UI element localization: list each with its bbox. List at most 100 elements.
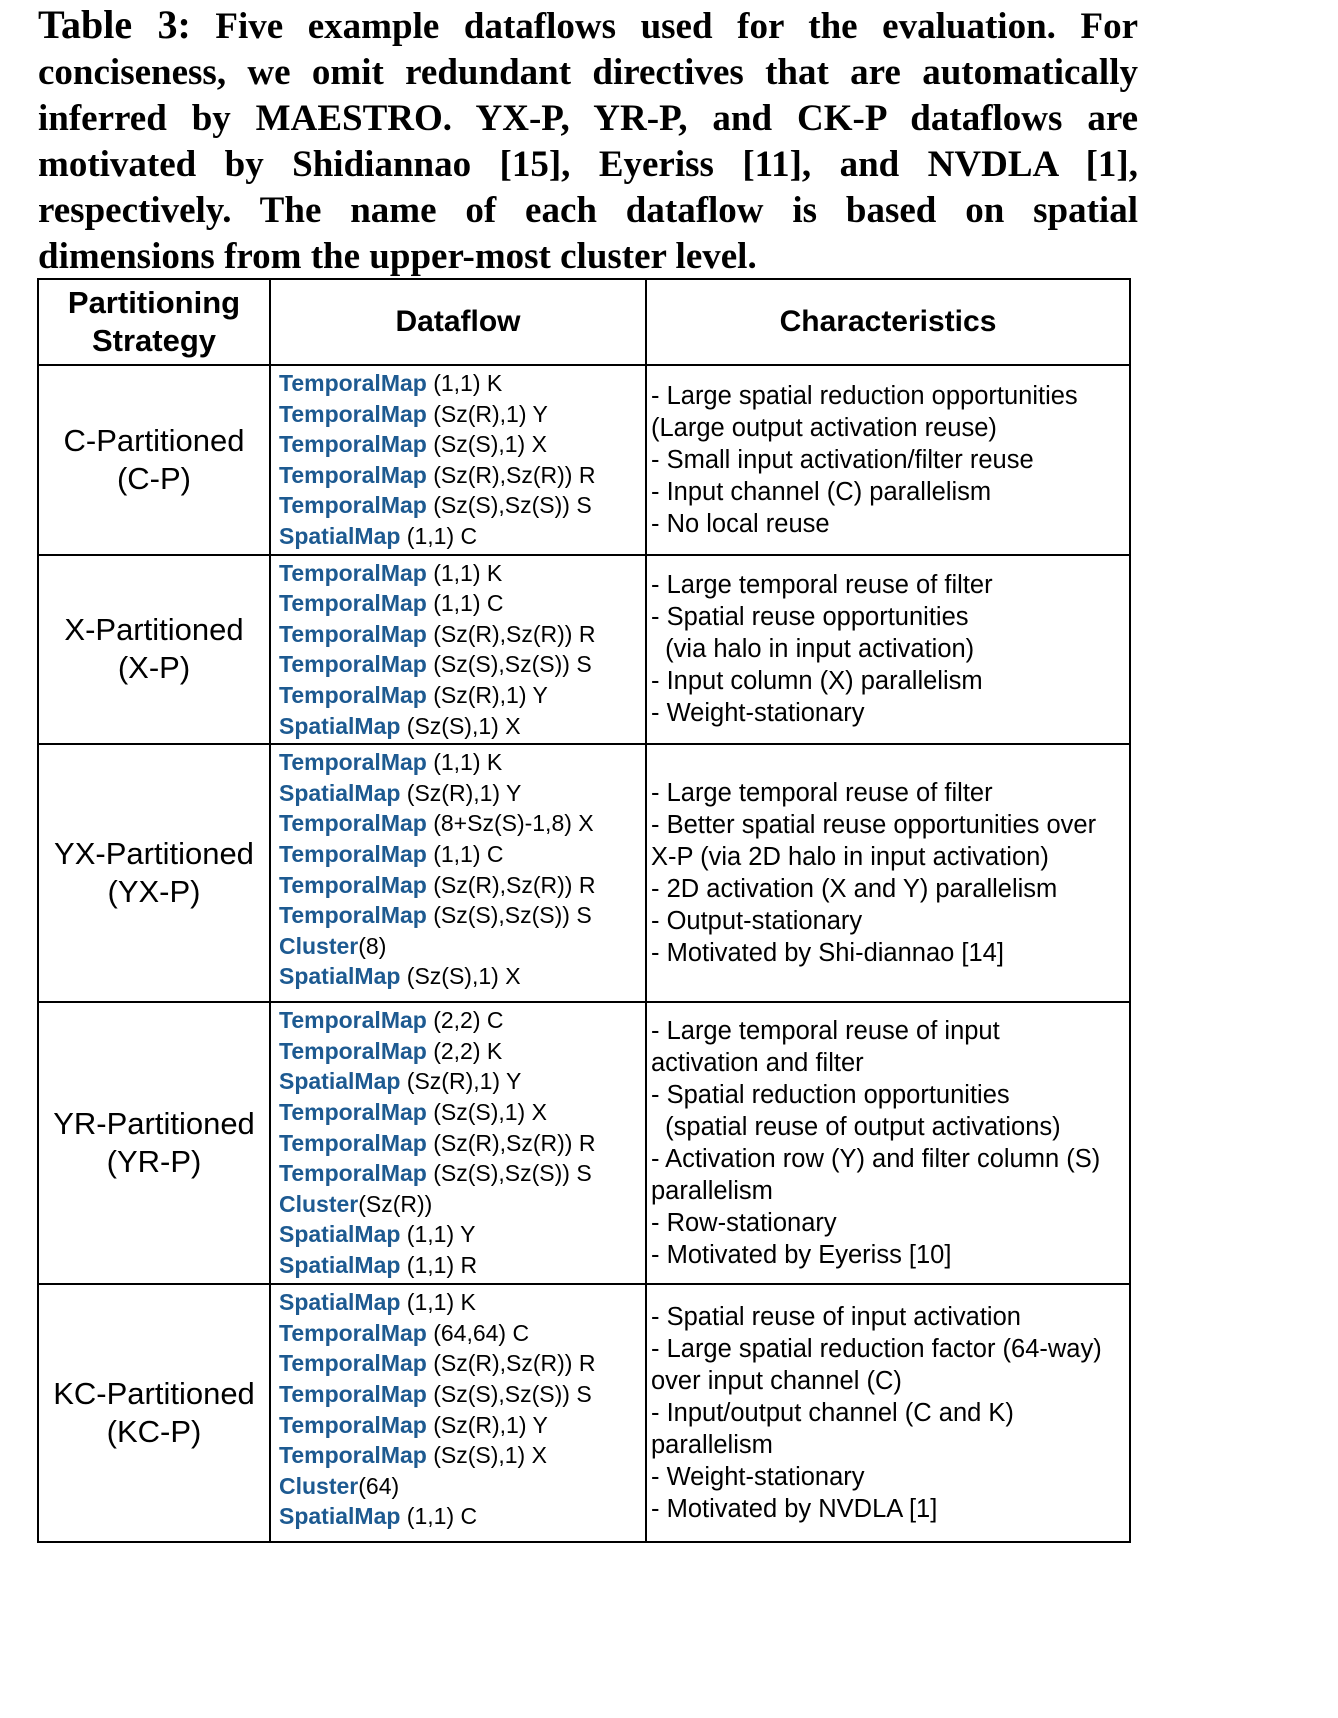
directive-args: (1,1) Y bbox=[400, 1221, 476, 1248]
directive-args: (1,1) C bbox=[400, 1503, 478, 1530]
characteristic-line: - Input column (X) parallelism bbox=[651, 667, 983, 696]
table-label: Table 3: bbox=[38, 2, 191, 47]
directive-line: TemporalMap (8+Sz(S)-1,8) X bbox=[279, 808, 645, 839]
directive-keyword: TemporalMap bbox=[279, 1411, 427, 1438]
directive-line: TemporalMap (Sz(R),Sz(R)) R bbox=[279, 460, 645, 491]
directive-args: (64,64) C bbox=[426, 1319, 530, 1346]
characteristic-line: (via halo in input activation) bbox=[651, 635, 975, 664]
strategy-abbr: (YX-P) bbox=[107, 874, 201, 910]
characteristics-cell: - Large temporal reuse of input activatio… bbox=[645, 1001, 1131, 1286]
directive-line: TemporalMap (Sz(R),Sz(R)) R bbox=[279, 1128, 645, 1159]
characteristic-line: (Large output activation reuse) bbox=[651, 413, 997, 442]
directive-args: (Sz(S),Sz(S)) S bbox=[426, 902, 592, 929]
characteristic-line: - Spatial reuse opportunities bbox=[651, 603, 969, 632]
directive-line: TemporalMap (Sz(S),Sz(S)) S bbox=[279, 1379, 645, 1410]
characteristic-line: - Output-stationary bbox=[651, 907, 863, 936]
characteristic-line: - Weight-stationary bbox=[651, 699, 865, 728]
strategy-cell: C-Partitioned (C-P) bbox=[37, 364, 271, 556]
directive-keyword: SpatialMap bbox=[279, 1251, 401, 1278]
directive-args: (Sz(S),Sz(S)) S bbox=[426, 1380, 592, 1407]
directive-args: (1,1) C bbox=[426, 590, 504, 617]
strategy-name: YX-Partitioned bbox=[54, 836, 254, 872]
caption-text: Five example dataflows used for the eval… bbox=[38, 6, 1138, 277]
directive-keyword: TemporalMap bbox=[279, 590, 427, 617]
directive-line: Cluster(8) bbox=[279, 931, 645, 962]
directive-keyword: TemporalMap bbox=[279, 1380, 427, 1407]
characteristic-line: - Large spatial reduction opportunities bbox=[651, 381, 1078, 410]
directive-line: TemporalMap (Sz(S),1) X bbox=[279, 429, 645, 460]
directive-line: SpatialMap (1,1) K bbox=[279, 1287, 645, 1318]
characteristic-line: - Motivated by NVDLA [1] bbox=[651, 1495, 938, 1524]
characteristic-line: - Large temporal reuse of filter bbox=[651, 571, 993, 600]
directive-args: (Sz(R),1) Y bbox=[400, 779, 522, 806]
directive-args: (1,1) R bbox=[400, 1251, 478, 1278]
header-characteristics: Characteristics bbox=[645, 278, 1131, 366]
directive-args: (Sz(R),Sz(R)) R bbox=[426, 1350, 596, 1377]
directive-keyword: TemporalMap bbox=[279, 681, 427, 708]
directive-line: TemporalMap (Sz(S),Sz(S)) S bbox=[279, 900, 645, 931]
strategy-abbr: (X-P) bbox=[117, 650, 191, 686]
directive-keyword: TemporalMap bbox=[279, 1007, 427, 1034]
directive-line: SpatialMap (Sz(S),1) X bbox=[279, 711, 645, 742]
directive-keyword: TemporalMap bbox=[279, 492, 427, 519]
directive-keyword: SpatialMap bbox=[279, 779, 401, 806]
directive-keyword: TemporalMap bbox=[279, 810, 427, 837]
strategy-abbr: (YR-P) bbox=[106, 1144, 202, 1180]
directive-line: SpatialMap (1,1) C bbox=[279, 521, 645, 552]
characteristic-line: parallelism bbox=[651, 1431, 773, 1460]
directive-args: (Sz(S),Sz(S)) S bbox=[426, 492, 592, 519]
directive-args: (Sz(S),1) X bbox=[426, 431, 547, 458]
directive-args: (2,2) C bbox=[426, 1007, 504, 1034]
directive-line: TemporalMap (1,1) C bbox=[279, 588, 645, 619]
directive-line: TemporalMap (1,1) K bbox=[279, 368, 645, 399]
directive-args: (Sz(S),1) X bbox=[426, 1098, 547, 1125]
directive-line: SpatialMap (1,1) C bbox=[279, 1501, 645, 1532]
directive-line: Cluster(64) bbox=[279, 1471, 645, 1502]
directive-line: TemporalMap (Sz(R),1) Y bbox=[279, 399, 645, 430]
directive-keyword: SpatialMap bbox=[279, 1289, 401, 1316]
directive-line: TemporalMap (Sz(R),Sz(R)) R bbox=[279, 1348, 645, 1379]
directive-line: SpatialMap (Sz(S),1) X bbox=[279, 961, 645, 992]
directive-keyword: SpatialMap bbox=[279, 712, 401, 739]
directive-args: (1,1) K bbox=[400, 1289, 476, 1316]
directive-line: TemporalMap (2,2) K bbox=[279, 1036, 645, 1067]
directive-args: (Sz(S),1) X bbox=[426, 1442, 547, 1469]
characteristics-cell: - Large temporal reuse of filter - Better… bbox=[645, 743, 1131, 1004]
directive-keyword: Cluster bbox=[279, 1472, 359, 1499]
characteristic-line: - Spatial reuse of input activation bbox=[651, 1303, 1021, 1332]
directive-line: TemporalMap (Sz(S),1) X bbox=[279, 1097, 645, 1128]
directive-args: (Sz(R),1) Y bbox=[400, 1068, 522, 1095]
dataflow-table: Partitioning Strategy Dataflow Character… bbox=[37, 278, 1131, 1544]
directive-keyword: TemporalMap bbox=[279, 431, 427, 458]
header-strategy: Partitioning Strategy bbox=[37, 278, 271, 366]
strategy-cell: KC-Partitioned (KC-P) bbox=[37, 1283, 271, 1544]
characteristic-line: activation and filter bbox=[651, 1049, 864, 1078]
strategy-cell: X-Partitioned (X-P) bbox=[37, 553, 271, 746]
directive-keyword: TemporalMap bbox=[279, 1129, 427, 1156]
strategy-cell: YR-Partitioned (YR-P) bbox=[37, 1001, 271, 1286]
characteristic-line: - Large spatial reduction factor (64-way… bbox=[651, 1335, 1102, 1364]
directive-line: TemporalMap (Sz(R),Sz(R)) R bbox=[279, 619, 645, 650]
directive-keyword: Cluster bbox=[279, 932, 359, 959]
characteristics-cell: - Large spatial reduction opportunities (… bbox=[645, 364, 1131, 556]
directive-keyword: SpatialMap bbox=[279, 1068, 401, 1095]
directive-keyword: SpatialMap bbox=[279, 963, 401, 990]
directive-keyword: TemporalMap bbox=[279, 1319, 427, 1346]
directive-keyword: TemporalMap bbox=[279, 749, 427, 776]
characteristic-line: - Activation row (Y) and filter column (… bbox=[651, 1145, 1101, 1174]
directive-args: (64) bbox=[358, 1472, 400, 1499]
directive-args: (Sz(S),1) X bbox=[400, 963, 521, 990]
directive-keyword: TemporalMap bbox=[279, 1037, 427, 1064]
dataflow-cell: TemporalMap (1,1) K TemporalMap (1,1) C Te… bbox=[269, 553, 647, 746]
directive-args: (Sz(S),Sz(S)) S bbox=[426, 651, 592, 678]
directive-line: TemporalMap (Sz(R),Sz(R)) R bbox=[279, 870, 645, 901]
directive-args: (Sz(R),1) Y bbox=[426, 400, 548, 427]
directive-keyword: TemporalMap bbox=[279, 1442, 427, 1469]
characteristic-line: - Motivated by Shi-diannao [14] bbox=[651, 939, 1004, 968]
directive-line: TemporalMap (Sz(R),1) Y bbox=[279, 680, 645, 711]
directive-args: (2,2) K bbox=[426, 1037, 503, 1064]
dataflow-cell: TemporalMap (2,2) C TemporalMap (2,2) K Sp… bbox=[269, 1001, 647, 1286]
directive-line: SpatialMap (1,1) R bbox=[279, 1250, 645, 1281]
directive-args: (1,1) C bbox=[400, 522, 478, 549]
characteristic-line: - Large temporal reuse of filter bbox=[651, 779, 993, 808]
